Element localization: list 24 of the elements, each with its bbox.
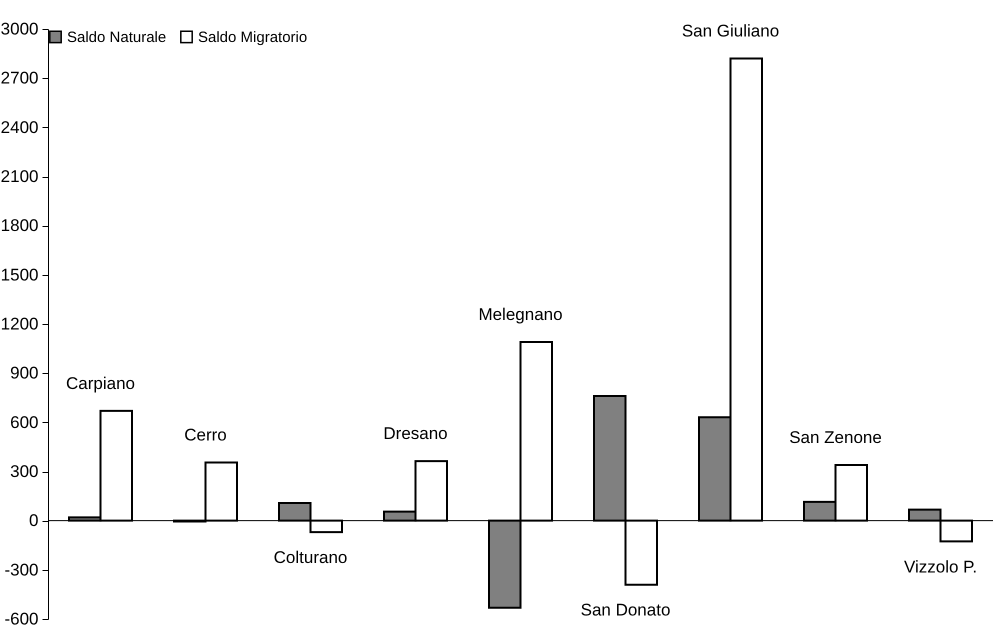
x-tick-label: Cerro [184, 425, 227, 444]
x-tick-label: Colturano [274, 548, 348, 568]
y-tick-label: 1200 [0, 314, 38, 334]
x-tick-label: San Zenone [789, 428, 882, 447]
x-tick-label: Vizzolo P. [904, 557, 978, 576]
y-tick-label: 1500 [0, 265, 38, 284]
x-tick-label: San Giuliano [682, 22, 780, 40]
x-tick-label: Melegnano [478, 305, 563, 324]
y-tick-label: 3000 [0, 20, 38, 38]
y-tick-label: -600 [4, 610, 38, 628]
y-tick-label: 600 [10, 412, 38, 432]
x-tick-label: Carpiano [66, 374, 135, 393]
x-tick-label: San Donato [580, 600, 670, 620]
y-tick-label: 2700 [0, 68, 38, 88]
y-tick-label: 900 [10, 364, 38, 383]
y-tick-label: 0 [29, 511, 38, 530]
legend-label: Saldo Naturale [67, 28, 166, 46]
y-tick-label: 2100 [0, 167, 38, 186]
x-tick-label: Dresano [383, 424, 448, 444]
y-tick-label: 300 [10, 462, 38, 481]
legend-label: Saldo Migratorio [198, 28, 308, 46]
y-tick-label: -300 [4, 560, 38, 580]
y-tick-label: 2400 [0, 118, 38, 137]
y-tick-label: 1800 [0, 216, 38, 236]
